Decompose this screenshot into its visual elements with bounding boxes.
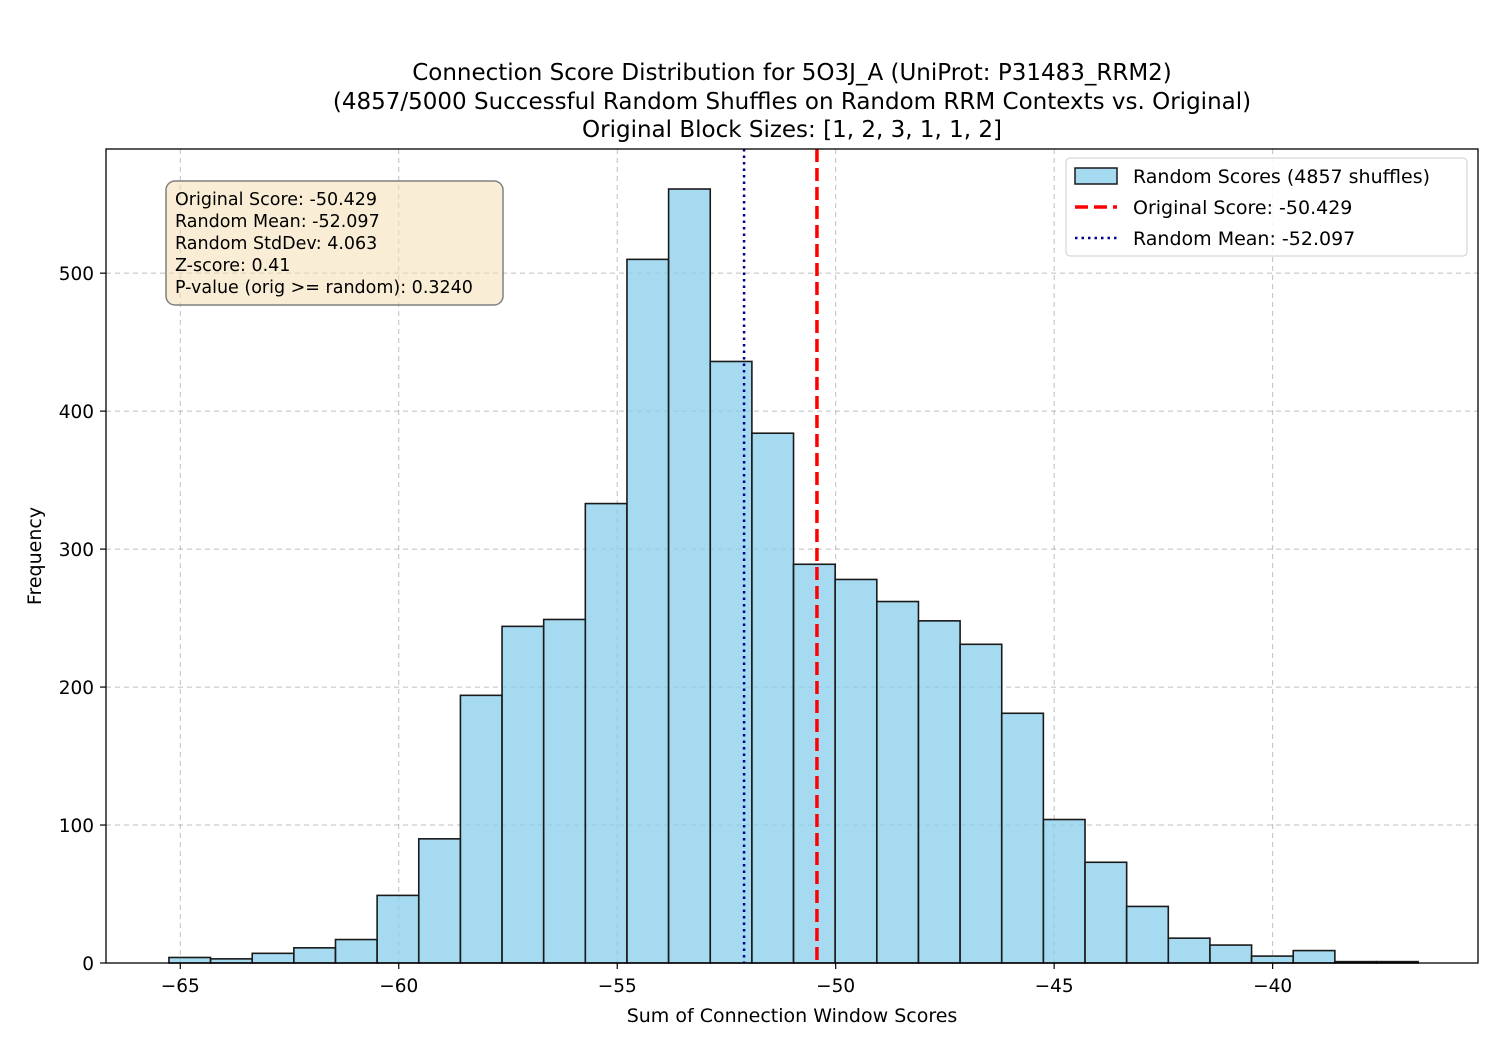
histogram-bar-8: [501, 625, 545, 964]
plot-frame: [105, 148, 1479, 964]
y-tick-label-2: 200: [59, 678, 94, 699]
y-tick-label-4: 400: [59, 402, 94, 423]
histogram-bar-2: [251, 952, 295, 964]
histogram-bar-13: [709, 360, 753, 964]
y-axis-label: Frequency: [24, 507, 46, 605]
legend-label-random-mean: Random Mean: -52.097: [1133, 228, 1355, 250]
histogram-bar-22: [1084, 861, 1128, 964]
x-axis-ticks: −65 −60 −55 −50 −45 −40: [161, 963, 1292, 997]
stats-random-mean: Random Mean: -52.097: [175, 212, 380, 232]
y-axis-ticks: 0 100 200 300 400 500: [59, 264, 106, 975]
histogram-bar-19: [959, 643, 1003, 964]
histogram-bar-12: [667, 188, 712, 964]
legend-label-random-scores: Random Scores (4857 shuffles): [1133, 166, 1430, 188]
x-tick-label-0: −65: [161, 976, 200, 997]
histogram-bar-18: [917, 620, 961, 964]
y-tick-label-5: 500: [59, 264, 94, 285]
stats-box-background: [165, 180, 504, 306]
histogram-bar-9: [542, 618, 587, 964]
legend-frame: [1065, 157, 1468, 257]
legend-label-original-score: Original Score: -50.429: [1133, 197, 1352, 219]
histogram-bar-5: [376, 894, 420, 964]
y-tick-label-0: 0: [82, 954, 94, 975]
histogram-bar-16: [834, 578, 878, 964]
histogram-bar-17: [876, 600, 920, 964]
histogram-bar-21: [1042, 818, 1086, 964]
x-axis-label: Sum of Connection Window Scores: [627, 1005, 958, 1027]
histogram-bar-27: [1292, 949, 1336, 964]
histogram-bar-6: [417, 838, 462, 964]
stats-z-score: Z-score: 0.41: [175, 256, 290, 276]
chart-title: Connection Score Distribution for 5O3J_A…: [333, 60, 1251, 143]
histogram-bar-25: [1209, 944, 1253, 964]
reference-lines: [742, 149, 819, 963]
legend: Random Scores (4857 shuffles) Original S…: [1065, 157, 1468, 257]
legend-swatch-random-scores: [1074, 167, 1118, 185]
y-tick-label-1: 100: [59, 816, 94, 837]
x-tick-label-4: −45: [1035, 976, 1074, 997]
x-tick-label-2: −55: [598, 976, 637, 997]
stats-random-stddev: Random StdDev: 4.063: [175, 234, 377, 254]
histogram-bar-3: [293, 947, 337, 964]
x-tick-label-1: −60: [379, 976, 418, 997]
x-tick-label-5: −40: [1253, 976, 1292, 997]
histogram-bar-14: [751, 432, 795, 964]
title-line-2: (4857/5000 Successful Random Shuffles on…: [333, 89, 1251, 115]
histogram-bar-15: [792, 563, 836, 964]
stats-box: Original Score: -50.429 Random Mean: -52…: [165, 180, 504, 306]
stats-original-score: Original Score: -50.429: [175, 190, 377, 210]
histogram-bar-10: [584, 502, 628, 964]
histogram-bar-20: [1000, 712, 1045, 964]
histogram-bars: [168, 188, 1419, 964]
histogram-bar-0: [168, 956, 212, 964]
histogram-bar-24: [1167, 937, 1211, 964]
y-tick-label-3: 300: [59, 540, 94, 561]
histogram-bar-4: [334, 938, 378, 964]
title-line-1: Connection Score Distribution for 5O3J_A…: [412, 60, 1172, 86]
title-line-3: Original Block Sizes: [1, 2, 3, 1, 1, 2]: [582, 117, 1002, 143]
histogram-bar-7: [459, 694, 503, 964]
histogram-bar-11: [626, 258, 670, 964]
histogram-bar-26: [1250, 955, 1295, 964]
histogram-bar-23: [1125, 905, 1170, 964]
x-tick-label-3: −50: [816, 976, 855, 997]
stats-p-value: P-value (orig >= random): 0.3240: [175, 278, 473, 298]
